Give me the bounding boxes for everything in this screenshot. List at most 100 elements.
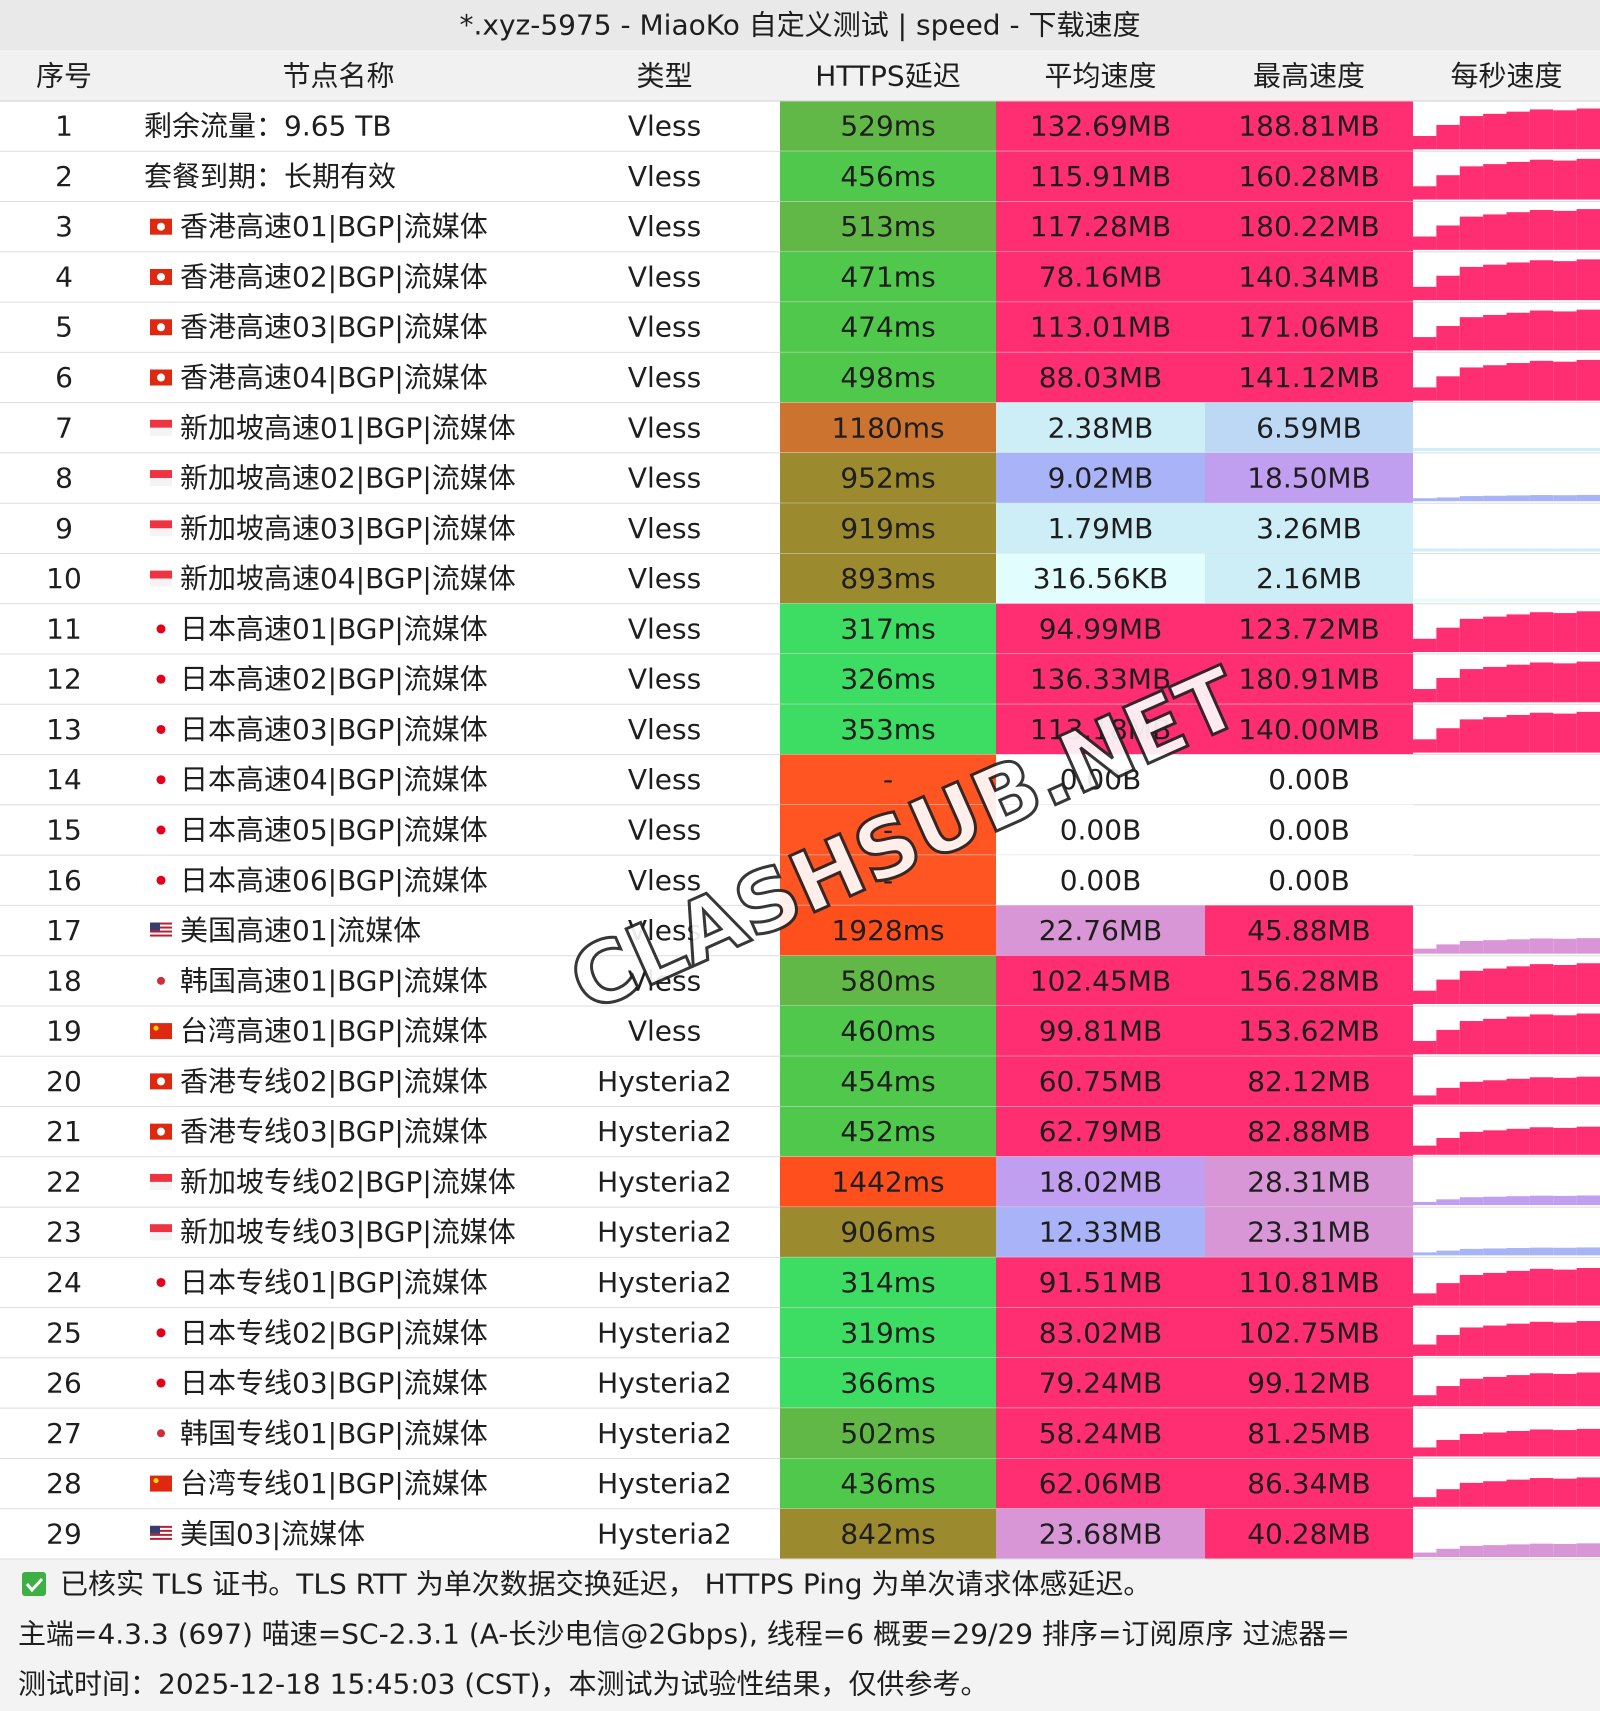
speed-sparkline: [1413, 689, 1437, 703]
speed-sparkline: [1483, 1196, 1507, 1206]
flag: [157, 1127, 165, 1136]
avg-speed-cell: [996, 251, 1205, 303]
node-type: Vless: [628, 914, 701, 947]
avg-speed-cell: [996, 1307, 1205, 1358]
speed-sparkline: [1436, 979, 1460, 1004]
speed-sparkline: [1576, 598, 1600, 602]
latency-cell: [780, 1458, 996, 1509]
node-name: 日本专线03|BGP|流媒体: [180, 1367, 488, 1400]
speed-sparkline: [1506, 966, 1530, 1004]
avg-speed-cell: [996, 503, 1205, 554]
node-name: 台湾高速01|BGP|流媒体: [180, 1015, 488, 1048]
max-speed: 18.50MB: [1247, 462, 1371, 495]
speed-sparkline: [1483, 264, 1507, 301]
node-name: 美国高速01|流媒体: [180, 914, 421, 947]
speed-sparkline: [1576, 661, 1600, 703]
avg-speed-cell: [996, 1357, 1205, 1409]
speed-sparkline: [1436, 376, 1460, 401]
https-latency: 1180ms: [831, 411, 944, 444]
row-index: 7: [55, 411, 73, 444]
speed-sparkline: [1529, 662, 1554, 703]
speed-sparkline: [1413, 1145, 1437, 1155]
max-speed: 153.62MB: [1238, 1015, 1379, 1048]
speed-sparkline: [1553, 663, 1577, 703]
https-latency: 513ms: [840, 210, 935, 243]
avg-speed: 22.76MB: [1039, 914, 1163, 947]
node-type: Vless: [628, 562, 701, 595]
title-bar: [0, 0, 1600, 50]
flag: [150, 930, 172, 933]
speed-sparkline: [1553, 613, 1577, 653]
avg-speed-cell: [996, 1508, 1205, 1559]
max-speed: 82.88MB: [1247, 1115, 1371, 1148]
node-type: Vless: [628, 663, 701, 696]
node-name: 美国03|流媒体: [180, 1517, 365, 1550]
latency-cell: [780, 1257, 996, 1308]
avg-speed-cell: [996, 1207, 1205, 1258]
flag: [150, 1525, 160, 1534]
speed-sparkline: [1436, 677, 1460, 703]
max-speed: 140.34MB: [1238, 260, 1379, 293]
speed-sparkline: [1459, 1131, 1484, 1155]
speed-sparkline: [1506, 1544, 1530, 1557]
speed-sparkline: [1506, 1479, 1530, 1507]
avg-speed-cell: [996, 1056, 1205, 1107]
https-latency: 326ms: [840, 663, 935, 696]
avg-speed: 91.51MB: [1039, 1266, 1163, 1299]
https-latency: 1442ms: [831, 1165, 944, 1198]
row-index: 10: [46, 562, 82, 595]
speed-sparkline: [1553, 1269, 1577, 1306]
max-speed-cell: [1205, 201, 1413, 252]
speed-sparkline: [1506, 548, 1530, 552]
avg-speed: 60.75MB: [1039, 1065, 1163, 1098]
speed-sparkline: [1529, 159, 1554, 200]
node-name: 香港高速03|BGP|流媒体: [180, 311, 488, 344]
node-type: Hysteria2: [597, 1417, 732, 1450]
latency-cell: [780, 352, 996, 403]
speed-sparkline: [1506, 495, 1530, 502]
speed-sparkline: [1483, 365, 1507, 401]
speed-sparkline: [1436, 1250, 1460, 1256]
speed-sparkline: [1553, 1373, 1577, 1407]
speed-sparkline: [1413, 337, 1437, 351]
latency-cell: [780, 402, 996, 453]
max-speed: 99.12MB: [1247, 1367, 1371, 1400]
speed-sparkline: [1506, 111, 1530, 150]
column-header: 最高速度: [1253, 60, 1365, 93]
max-speed: 102.75MB: [1238, 1316, 1379, 1349]
speed-sparkline: [1553, 548, 1577, 552]
row-index: 12: [46, 663, 82, 696]
avg-speed-cell: [996, 804, 1205, 856]
speed-sparkline: [1459, 618, 1484, 653]
max-speed: 141.12MB: [1238, 361, 1379, 394]
speed-sparkline: [1506, 161, 1530, 200]
max-speed: 156.28MB: [1238, 964, 1379, 997]
speed-sparkline: [1483, 1325, 1507, 1356]
speed-sparkline: [1483, 616, 1507, 653]
latency-cell: [780, 1005, 996, 1057]
row-index: 29: [46, 1517, 82, 1550]
speed-sparkline: [1529, 360, 1554, 401]
speed-sparkline: [1506, 939, 1530, 954]
speed-sparkline: [1576, 1126, 1600, 1155]
footer-bg: [0, 1559, 1600, 1711]
node-name: 新加坡专线02|BGP|流媒体: [180, 1165, 516, 1198]
row-index: 22: [46, 1165, 82, 1198]
flag: [150, 1529, 172, 1532]
speed-sparkline: [1413, 1344, 1437, 1356]
speed-sparkline: [1459, 317, 1484, 351]
speed-sparkline: [1413, 548, 1437, 552]
speed-sparkline: [1459, 548, 1484, 552]
node-type: Vless: [628, 311, 701, 344]
speed-sparkline: [1436, 1386, 1460, 1407]
speed-sparkline: [1576, 309, 1600, 351]
node-name: 新加坡高速04|BGP|流媒体: [180, 562, 516, 595]
flag: [156, 825, 166, 835]
flag: [150, 520, 172, 529]
speed-sparkline: [1459, 166, 1484, 200]
speed-sparkline: [1506, 1270, 1530, 1306]
avg-speed: 83.02MB: [1039, 1316, 1163, 1349]
speed-sparkline: [1459, 447, 1484, 451]
row-index: 25: [46, 1316, 82, 1349]
node-type: Hysteria2: [597, 1467, 732, 1500]
